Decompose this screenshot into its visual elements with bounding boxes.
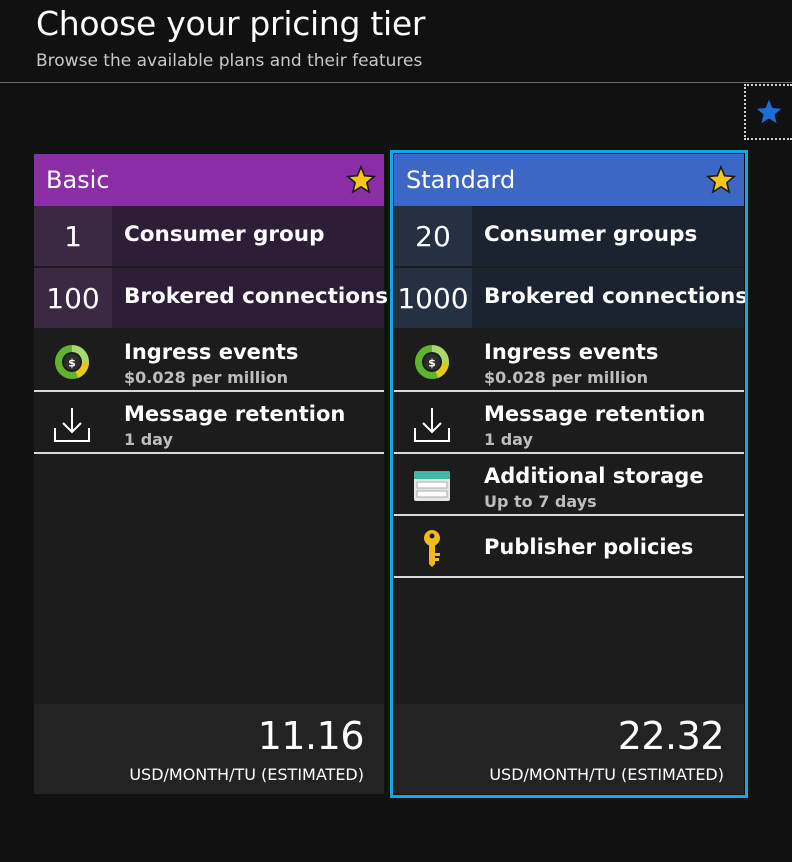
star-icon[interactable] bbox=[706, 165, 736, 195]
feature-subtitle: $0.028 per million bbox=[124, 368, 289, 387]
page-subtitle: Browse the available plans and their fea… bbox=[36, 51, 423, 71]
quota-row: 20 Consumer groups bbox=[394, 206, 744, 266]
feature-title: Ingress events bbox=[484, 340, 659, 364]
quota-value: 100 bbox=[34, 268, 112, 328]
key-icon bbox=[412, 528, 452, 568]
quota-row: 100 Brokered connections bbox=[34, 268, 388, 328]
divider bbox=[394, 576, 744, 578]
feature-row: $ Ingress events $0.028 per million bbox=[394, 330, 744, 392]
header-divider bbox=[0, 82, 792, 83]
price-value: 22.32 bbox=[617, 714, 725, 758]
tier-card-basic[interactable]: Basic 1 Consumer group 100 Brokered conn… bbox=[34, 154, 388, 794]
feature-subtitle: Up to 7 days bbox=[484, 492, 597, 511]
divider bbox=[394, 390, 744, 392]
storage-icon bbox=[412, 466, 452, 506]
price-unit: USD/MONTH/TU (ESTIMATED) bbox=[489, 765, 724, 784]
price-unit: USD/MONTH/TU (ESTIMATED) bbox=[129, 765, 364, 784]
favorite-button[interactable] bbox=[744, 84, 792, 140]
tier-card-standard[interactable]: Standard 20 Consumer groups 1000 Brokere… bbox=[394, 154, 748, 794]
feature-title: Ingress events bbox=[124, 340, 299, 364]
star-icon bbox=[756, 99, 782, 124]
tier-header: Basic bbox=[34, 154, 384, 206]
divider bbox=[394, 514, 744, 516]
dollar-meter-icon: $ bbox=[52, 342, 92, 382]
quota-label: Consumer groups bbox=[484, 222, 698, 247]
download-tray-icon bbox=[412, 404, 452, 444]
feature-row: $ Ingress events $0.028 per million bbox=[34, 330, 384, 392]
quota-value: 1000 bbox=[394, 268, 472, 328]
quota-row: 1 Consumer group bbox=[34, 206, 384, 266]
quota-label: Brokered connections bbox=[124, 284, 389, 309]
svg-text:$: $ bbox=[68, 357, 76, 370]
dollar-meter-icon: $ bbox=[412, 342, 452, 382]
feature-row: Message retention 1 day bbox=[394, 392, 744, 454]
price-box: 11.16 USD/MONTH/TU (ESTIMATED) bbox=[34, 704, 384, 794]
price-value: 11.16 bbox=[257, 714, 365, 758]
feature-title: Additional storage bbox=[484, 464, 704, 488]
download-tray-icon bbox=[52, 404, 92, 444]
feature-title: Publisher policies bbox=[484, 535, 694, 559]
divider bbox=[34, 452, 384, 454]
star-icon[interactable] bbox=[346, 165, 376, 195]
feature-subtitle: $0.028 per million bbox=[484, 368, 649, 387]
quota-label: Brokered connections bbox=[484, 284, 749, 309]
tier-name: Standard bbox=[406, 166, 516, 194]
feature-row: Message retention 1 day bbox=[34, 392, 384, 454]
quota-row: 1000 Brokered connections bbox=[394, 268, 748, 328]
svg-text:$: $ bbox=[428, 357, 436, 370]
feature-title: Message retention bbox=[484, 402, 706, 426]
feature-subtitle: 1 day bbox=[484, 430, 533, 449]
feature-row: Additional storage Up to 7 days bbox=[394, 454, 744, 516]
quota-value: 20 bbox=[394, 206, 472, 266]
feature-subtitle: 1 day bbox=[124, 430, 173, 449]
page-title: Choose your pricing tier bbox=[36, 4, 426, 43]
feature-row: Publisher policies bbox=[394, 516, 744, 578]
divider bbox=[34, 390, 384, 392]
feature-title: Message retention bbox=[124, 402, 346, 426]
divider bbox=[394, 452, 744, 454]
quota-label: Consumer group bbox=[124, 222, 325, 247]
price-box: 22.32 USD/MONTH/TU (ESTIMATED) bbox=[394, 704, 744, 794]
tier-name: Basic bbox=[46, 166, 110, 194]
tier-header: Standard bbox=[394, 154, 744, 206]
quota-value: 1 bbox=[34, 206, 112, 266]
